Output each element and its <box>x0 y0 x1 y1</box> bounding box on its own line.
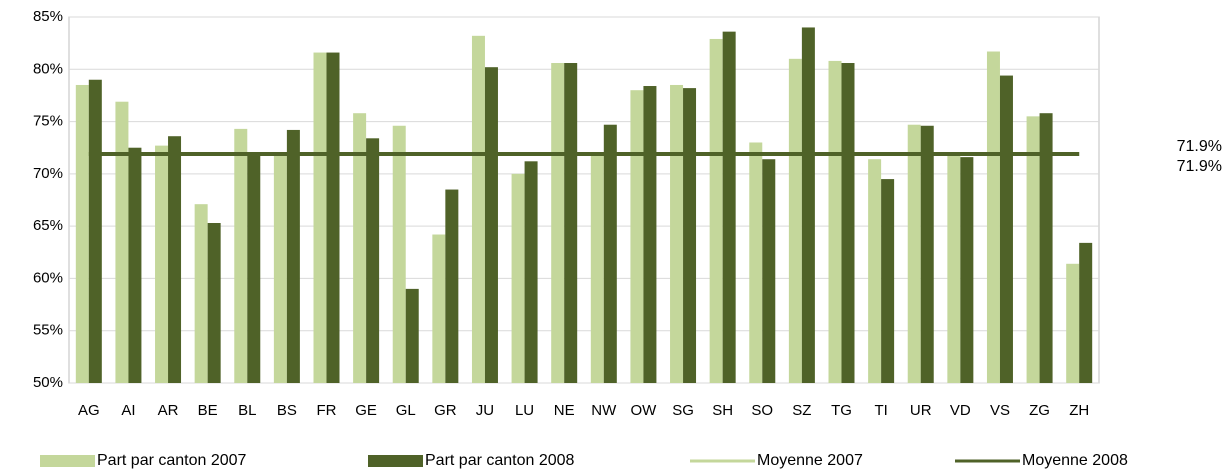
x-tick-label: GR <box>434 402 457 419</box>
average-label: 71.9% <box>1177 158 1222 175</box>
x-tick-label: FR <box>317 402 337 419</box>
bar <box>564 63 578 384</box>
y-tick-label: 80% <box>33 60 63 77</box>
x-tick-label: ZG <box>1029 402 1050 419</box>
x-tick-label: NE <box>554 402 575 419</box>
bar <box>551 63 565 384</box>
bar <box>749 142 763 383</box>
bar <box>670 84 684 383</box>
bar <box>722 31 736 383</box>
bar <box>881 179 895 383</box>
x-tick-label: JU <box>476 402 494 419</box>
bar <box>484 67 498 384</box>
x-tick-label: BL <box>238 402 256 419</box>
bar <box>841 63 855 384</box>
bar <box>801 27 815 383</box>
bar <box>999 75 1013 383</box>
x-tick-label: AR <box>158 402 179 419</box>
x-tick-label: GE <box>355 402 377 419</box>
bar <box>590 152 604 383</box>
x-tick-label: SG <box>672 402 694 419</box>
bar <box>207 223 221 383</box>
bar <box>762 159 776 383</box>
x-tick-label: OW <box>631 402 658 419</box>
x-tick-label: AI <box>121 402 135 419</box>
bar <box>1066 263 1080 383</box>
y-tick-label: 70% <box>33 165 63 182</box>
bar <box>88 79 102 383</box>
legend-swatch <box>40 455 95 467</box>
bar <box>405 288 419 383</box>
bar <box>115 101 129 384</box>
legend-label: Moyenne 2008 <box>1022 452 1128 469</box>
legend-label: Part par canton 2007 <box>97 452 247 469</box>
bar <box>194 204 208 383</box>
y-tick-label: 50% <box>33 374 63 391</box>
x-tick-label: AG <box>78 402 100 419</box>
bar <box>524 161 538 383</box>
x-tick-label: SH <box>712 402 733 419</box>
legend-label: Moyenne 2007 <box>757 452 863 469</box>
bar <box>1039 113 1053 383</box>
bar <box>313 52 327 383</box>
x-tick-label: UR <box>910 402 932 419</box>
bar <box>75 84 89 383</box>
y-tick-label: 55% <box>33 322 63 339</box>
x-tick-label: VS <box>990 402 1010 419</box>
legend-swatch <box>368 455 423 467</box>
y-tick-label: 85% <box>33 8 63 25</box>
bar <box>471 35 485 384</box>
bar <box>432 234 446 383</box>
bar <box>234 128 248 383</box>
bar <box>392 125 406 384</box>
x-tick-label: BE <box>198 402 218 419</box>
bar <box>445 189 459 383</box>
bar <box>155 145 169 383</box>
bar <box>643 86 657 383</box>
bar <box>366 138 380 383</box>
x-tick-label: TG <box>831 402 852 419</box>
bar <box>709 38 723 384</box>
bar <box>128 147 142 383</box>
bar <box>683 88 697 383</box>
bar <box>788 58 802 383</box>
bar <box>828 60 842 384</box>
y-tick-label: 75% <box>33 113 63 130</box>
x-tick-label: BS <box>277 402 297 419</box>
plot-area <box>68 16 1100 384</box>
y-tick-label: 65% <box>33 217 63 234</box>
bar <box>168 136 182 383</box>
bar <box>960 157 974 383</box>
x-tick-label: LU <box>515 402 534 419</box>
bar <box>353 113 367 383</box>
bar <box>286 129 300 383</box>
legend-label: Part par canton 2008 <box>425 452 575 469</box>
y-tick-label: 60% <box>33 269 63 286</box>
bar <box>920 125 934 384</box>
bar <box>511 173 525 383</box>
bar <box>1079 242 1093 383</box>
x-tick-label: SO <box>751 402 773 419</box>
bar <box>947 152 961 383</box>
bar <box>603 124 617 384</box>
x-tick-label: SZ <box>792 402 811 419</box>
bar <box>868 159 882 383</box>
x-tick-label: TI <box>874 402 887 419</box>
x-tick-label: VD <box>950 402 971 419</box>
bar <box>907 124 921 384</box>
bar <box>326 52 340 383</box>
x-tick-label: ZH <box>1069 402 1089 419</box>
x-tick-label: NW <box>591 402 617 419</box>
bar <box>1026 116 1040 383</box>
bar <box>247 152 261 383</box>
bar <box>630 90 644 383</box>
x-tick-label: GL <box>396 402 416 419</box>
bar <box>273 152 287 383</box>
average-label: 71.9% <box>1177 138 1222 155</box>
bar <box>986 51 1000 383</box>
